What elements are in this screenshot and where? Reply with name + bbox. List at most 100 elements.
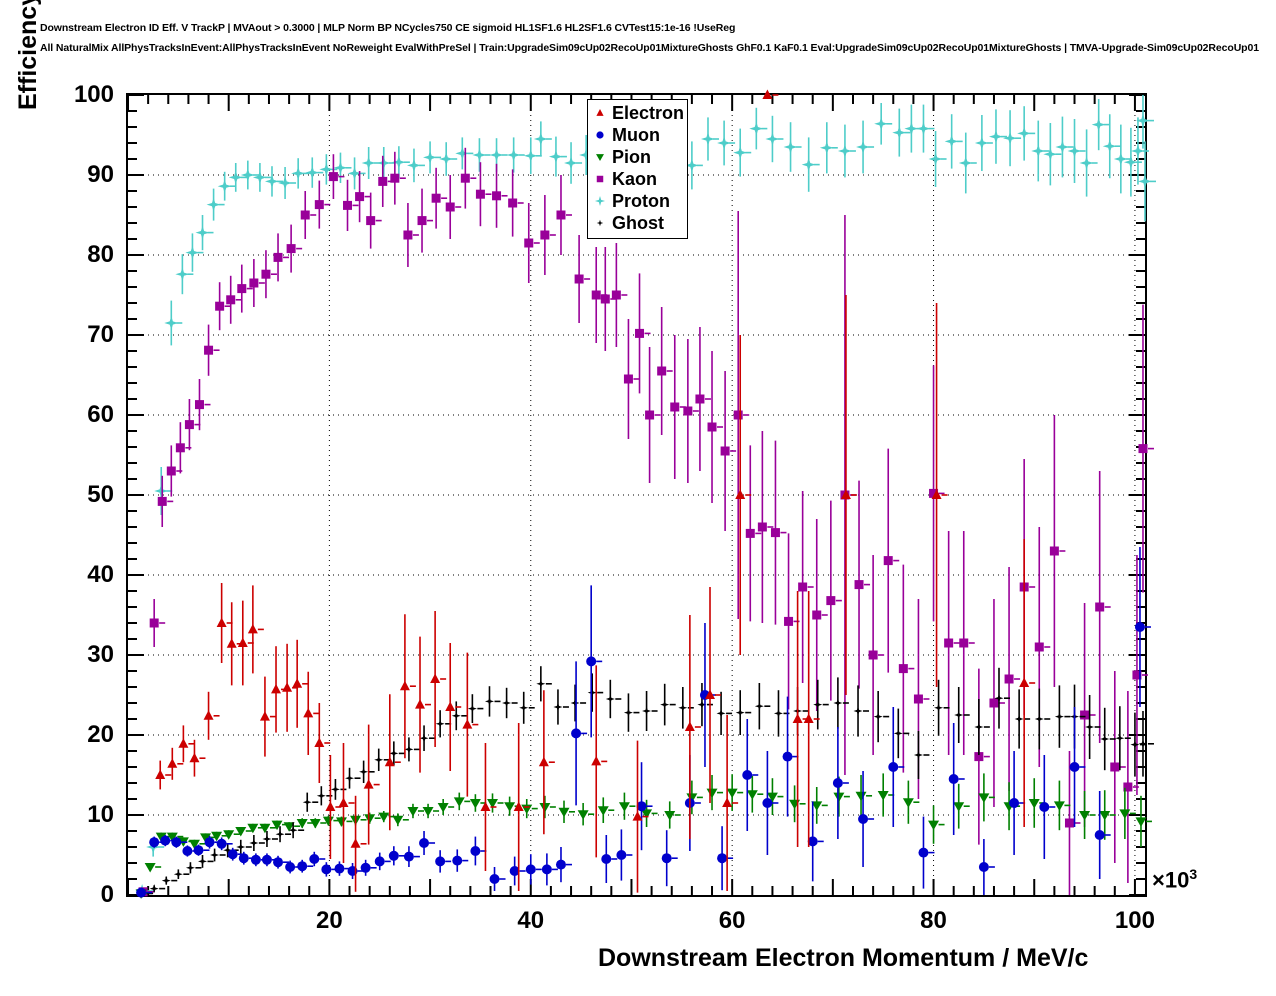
legend-entry-electron[interactable]: Electron xyxy=(592,102,687,124)
data-point-triangle-down xyxy=(378,812,390,823)
data-point-small-star xyxy=(773,708,783,718)
circle-icon xyxy=(592,127,608,143)
data-point-star xyxy=(684,158,699,173)
data-point-triangle-down xyxy=(144,863,156,873)
data-point-triangle-down xyxy=(235,827,247,837)
triangle-up-icon xyxy=(592,105,608,121)
data-point-star xyxy=(874,116,889,131)
data-point-triangle-down xyxy=(664,811,676,821)
data-point-square xyxy=(913,694,923,704)
data-point-triangle-down xyxy=(335,817,347,827)
data-point-square xyxy=(524,238,534,248)
data-point-triangle-up xyxy=(792,713,803,723)
data-point-square xyxy=(226,295,236,305)
data-point-circle xyxy=(238,853,249,864)
data-point-small-star xyxy=(502,698,512,708)
legend-entry-kaon[interactable]: Kaon xyxy=(592,168,687,190)
data-point-small-star xyxy=(873,712,883,722)
data-point-square xyxy=(378,176,388,186)
data-point-square xyxy=(175,443,185,453)
y-tick-label: 60 xyxy=(87,401,114,428)
data-point-circle xyxy=(918,847,929,858)
data-point-triangle-down xyxy=(271,820,283,831)
data-point-star xyxy=(455,146,470,161)
data-point-triangle-down xyxy=(1079,811,1091,821)
data-point-star xyxy=(185,245,200,260)
data-point-star xyxy=(472,148,487,162)
data-point-square xyxy=(757,522,767,532)
x-tick-label: 40 xyxy=(517,907,545,934)
data-point-square xyxy=(249,278,259,288)
data-point-circle xyxy=(403,851,414,862)
legend-label: Ghost xyxy=(612,213,664,233)
data-point-square xyxy=(1123,782,1133,792)
data-point-circle xyxy=(601,854,612,864)
data-point-square xyxy=(635,328,645,338)
data-point-square xyxy=(670,402,680,412)
data-point-square xyxy=(826,596,836,606)
data-point-square xyxy=(854,580,864,590)
data-point-square xyxy=(1049,546,1059,556)
data-point-circle xyxy=(204,837,215,848)
data-point-star xyxy=(228,170,243,185)
data-point-triangle-down xyxy=(833,792,845,803)
triangle-down-icon xyxy=(592,149,608,165)
legend-entry-ghost[interactable]: Ghost xyxy=(592,212,687,234)
data-point-square xyxy=(366,216,376,226)
data-point-triangle-down xyxy=(618,802,630,812)
data-point-small-star xyxy=(587,688,597,698)
data-point-circle xyxy=(470,846,481,856)
data-point-triangle-up xyxy=(325,801,336,811)
data-point-star xyxy=(1067,144,1082,158)
data-point-small-star xyxy=(262,834,272,844)
data-point-star xyxy=(376,156,391,170)
data-point-small-star xyxy=(161,876,171,886)
data-point-small-star xyxy=(1014,714,1024,724)
data-point-small-star xyxy=(596,219,604,227)
data-point-star xyxy=(700,132,715,146)
data-point-star xyxy=(749,121,764,136)
data-point-circle xyxy=(978,862,989,872)
data-point-star xyxy=(1031,144,1046,158)
data-point-square xyxy=(314,200,324,210)
y-tick-label: 90 xyxy=(87,161,114,188)
data-point-circle xyxy=(1134,622,1145,632)
data-point-square xyxy=(492,191,502,201)
data-point-triangle-down xyxy=(577,810,589,820)
data-point-square xyxy=(273,252,283,262)
data-point-triangle-up xyxy=(155,769,166,779)
data-point-small-star xyxy=(302,797,312,807)
data-point-circle xyxy=(586,656,597,667)
data-point-circle xyxy=(661,853,672,864)
data-point-small-star xyxy=(1100,734,1110,744)
data-point-square xyxy=(403,230,413,240)
data-point-star xyxy=(333,160,348,175)
data-point-triangle-up xyxy=(840,489,851,499)
data-point-square xyxy=(286,244,296,254)
data-point-star xyxy=(837,144,852,158)
legend-entry-proton[interactable]: Proton xyxy=(592,190,687,212)
data-point-triangle-up xyxy=(803,713,814,723)
data-point-small-star xyxy=(223,845,233,855)
data-point-triangle-down xyxy=(188,839,200,850)
data-point-small-star xyxy=(374,755,384,765)
data-point-small-star xyxy=(623,708,633,718)
data-point-triangle-up xyxy=(226,638,237,648)
data-point-circle xyxy=(571,728,582,739)
data-point-circle xyxy=(616,850,627,860)
data-point-circle xyxy=(388,850,399,861)
data-point-square xyxy=(149,618,159,628)
data-point-square xyxy=(556,210,566,220)
data-point-square xyxy=(1034,642,1044,652)
data-point-triangle-down xyxy=(539,803,551,813)
data-point-triangle-up xyxy=(314,737,325,747)
data-point-circle xyxy=(1009,798,1020,808)
data-point-star xyxy=(278,176,293,190)
data-point-square xyxy=(184,420,194,430)
data-point-square xyxy=(645,410,655,420)
data-point-triangle-down xyxy=(223,830,235,840)
legend-entry-muon[interactable]: Muon xyxy=(592,124,687,146)
data-point-star xyxy=(594,195,606,207)
legend-entry-pion[interactable]: Pion xyxy=(592,146,687,168)
